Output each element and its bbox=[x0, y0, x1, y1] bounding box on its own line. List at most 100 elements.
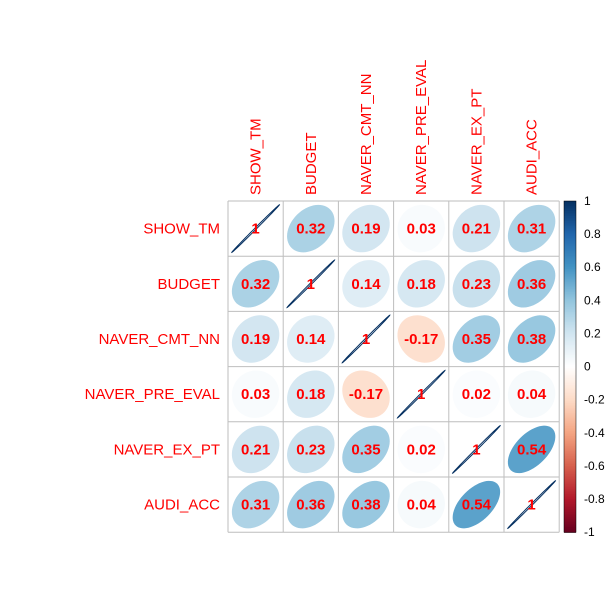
ellipse-0-0 bbox=[231, 204, 281, 254]
ellipse-5-0 bbox=[231, 480, 280, 529]
cell-value: 0.36 bbox=[517, 276, 546, 293]
colorbar-segment bbox=[564, 447, 576, 450]
cell-value: 1 bbox=[362, 331, 370, 348]
colorbar-segment bbox=[564, 257, 576, 260]
row-label: SHOW_TM bbox=[143, 221, 220, 238]
colorbar-segment bbox=[564, 212, 576, 215]
colorbar-segment bbox=[564, 373, 576, 376]
colorbar-tick-label: 1 bbox=[584, 194, 591, 208]
colorbar-segment bbox=[564, 300, 576, 303]
colorbar-segment bbox=[564, 492, 576, 495]
cell-value: 0.23 bbox=[296, 441, 325, 458]
colorbar-segment bbox=[564, 522, 576, 525]
colorbar-segment bbox=[564, 431, 576, 434]
colorbar-segment bbox=[564, 288, 576, 292]
ellipse-0-2 bbox=[342, 204, 390, 253]
ellipse-4-4 bbox=[451, 424, 501, 474]
colorbar-segment bbox=[564, 359, 576, 363]
colorbar-segment bbox=[564, 285, 576, 288]
colorbar-segment bbox=[564, 340, 576, 343]
row-label: AUDI_ACC bbox=[144, 497, 220, 514]
cell-value: 1 bbox=[417, 386, 425, 403]
colorbar-tick-label: -0.2 bbox=[584, 393, 605, 407]
colorbar-segment bbox=[564, 401, 576, 404]
colorbar-segment bbox=[564, 262, 576, 265]
colorbar-segment bbox=[564, 292, 576, 295]
colorbar-tick-label: -0.8 bbox=[584, 492, 605, 506]
ellipse-3-3 bbox=[396, 369, 446, 419]
colorbar-segment bbox=[564, 399, 576, 402]
cell-value: 0.38 bbox=[351, 497, 380, 514]
colorbar-segment bbox=[564, 229, 576, 232]
ellipse-4-3 bbox=[397, 425, 445, 474]
colorbar-segment bbox=[564, 510, 576, 513]
colorbar-segment bbox=[564, 520, 576, 523]
colorbar-segment bbox=[564, 482, 576, 485]
colorbar-segment bbox=[564, 378, 576, 381]
colorbar-segment bbox=[564, 361, 576, 364]
colorbar-segment bbox=[564, 475, 576, 479]
colorbar-segment bbox=[564, 321, 576, 325]
cell-value: 0.04 bbox=[407, 497, 437, 514]
ellipse-2-5 bbox=[507, 315, 556, 363]
colorbar-segment bbox=[564, 252, 576, 255]
colorbar-segment bbox=[564, 509, 576, 512]
colorbar-segment bbox=[564, 363, 576, 366]
colorbar-segment bbox=[564, 527, 576, 530]
colorbar-segment bbox=[564, 341, 576, 345]
colorbar-segment bbox=[564, 315, 576, 318]
colorbar-segment bbox=[564, 265, 576, 268]
cell-value: 0.32 bbox=[296, 221, 325, 238]
colorbar-segment bbox=[564, 412, 576, 416]
colorbar-segment bbox=[564, 504, 576, 507]
colorbar-segment bbox=[564, 302, 576, 305]
colorbar-segment bbox=[564, 320, 576, 323]
colorbar-segment bbox=[564, 376, 576, 379]
colorbar-segment bbox=[564, 235, 576, 239]
ellipse-3-1 bbox=[287, 370, 335, 418]
colorbar-segment bbox=[564, 368, 576, 371]
colorbar-segment bbox=[564, 474, 576, 477]
colorbar-segment bbox=[564, 234, 576, 237]
colorbar-segment bbox=[564, 505, 576, 508]
colorbar-segment bbox=[564, 371, 576, 374]
colorbar-segment bbox=[564, 439, 576, 442]
row-label: NAVER_PRE_EVAL bbox=[85, 386, 220, 403]
colorbar-tick-label: 0.8 bbox=[584, 227, 601, 241]
cell-value: 1 bbox=[527, 497, 535, 514]
cell-value: 0.54 bbox=[462, 497, 492, 514]
colorbar-segment bbox=[564, 394, 576, 398]
values-layer: 1 0.32 0.19 0.03 0.21 0.31 0.32 1 0.14 0.18 0.23 0.… bbox=[241, 221, 547, 514]
cell-value: 0.54 bbox=[517, 441, 547, 458]
colorbar-segment bbox=[564, 313, 576, 316]
colorbar-segment bbox=[564, 389, 576, 393]
ellipse-1-2 bbox=[342, 260, 390, 308]
colorbar-segment bbox=[564, 356, 576, 359]
colorbar-segment bbox=[564, 432, 576, 436]
colorbar-segment bbox=[564, 421, 576, 424]
ellipse-0-5 bbox=[507, 204, 556, 253]
colorbar-segment bbox=[564, 500, 576, 503]
column-label: SHOW_TM bbox=[248, 118, 265, 195]
ellipse-2-0 bbox=[231, 315, 280, 363]
row-labels: SHOW_TM BUDGET NAVER_CMT_NN NAVER_PRE_EVAL N… bbox=[85, 221, 221, 514]
ellipse-2-1 bbox=[287, 315, 335, 363]
colorbar-segment bbox=[564, 227, 576, 230]
colorbar-segment bbox=[564, 255, 576, 258]
cell-value: 0.18 bbox=[407, 276, 436, 293]
colorbar-segment bbox=[564, 460, 576, 464]
colorbar-segment bbox=[564, 456, 576, 459]
colorbar-tick-label: -1 bbox=[584, 525, 595, 539]
colorbar-segment bbox=[564, 343, 576, 346]
colorbar-segment bbox=[564, 457, 576, 460]
cell-value: 1 bbox=[307, 276, 315, 293]
colorbar-segment bbox=[564, 414, 576, 417]
colorbar-segment bbox=[564, 326, 576, 330]
colorbar-segment bbox=[564, 485, 576, 489]
colorbar-segment bbox=[564, 280, 576, 283]
colorbar-segment bbox=[564, 306, 576, 310]
colorbar-segment bbox=[564, 240, 576, 243]
cell-value: 0.03 bbox=[407, 221, 436, 238]
colorbar-segment bbox=[564, 424, 576, 427]
